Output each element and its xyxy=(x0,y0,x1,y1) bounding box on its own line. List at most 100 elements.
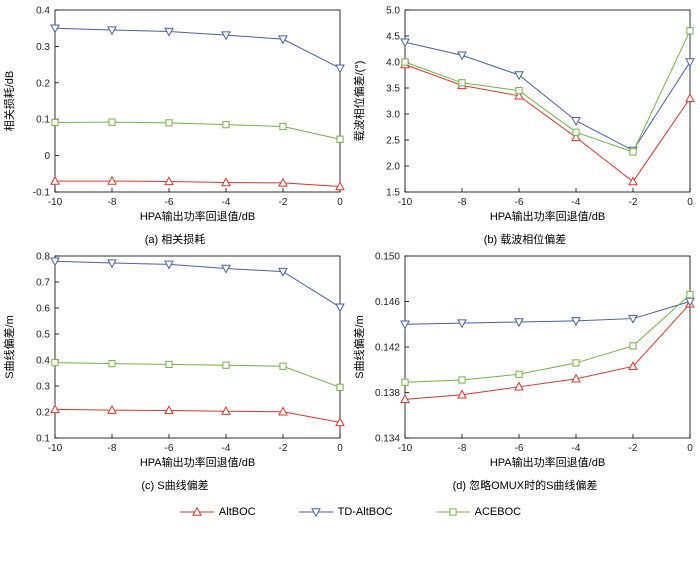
triangle-down-marker xyxy=(50,257,60,267)
subplot-c: 0.1 0.2 0.3 0.4 0.5 0.6 0.7 0.8 -10 -8 -6 -4 -2 0 S曲线偏… xyxy=(0,248,350,494)
triangle-up-marker xyxy=(50,175,60,185)
x-tick-label: -8 xyxy=(458,197,467,208)
y-axis-label: S曲线偏差/m xyxy=(2,315,16,379)
triangle-up-marker xyxy=(278,177,288,187)
series-TD-AltBOC-line xyxy=(54,260,341,308)
series-TD-AltBOC-line xyxy=(404,301,691,325)
x-tick-label: -2 xyxy=(279,197,288,208)
legend-item-ACEBOC: ACEBOC xyxy=(435,505,521,519)
legend-item-TD-AltBOC: TD-AltBOC xyxy=(298,505,393,519)
x-axis-label: HPA输出功率回退值/dB xyxy=(140,209,255,223)
x-axis-label: HPA输出功率回退值/dB xyxy=(490,209,605,223)
chart-c-svg: 0.1 0.2 0.3 0.4 0.5 0.6 0.7 0.8 -10 -8 -6 -4 -2 0 S曲线偏… xyxy=(2,252,345,469)
triangle-down-marker xyxy=(571,117,581,127)
y-tick-label: 0.142 xyxy=(375,343,400,354)
x-tick-label: -10 xyxy=(48,197,63,208)
triangle-down-marker xyxy=(335,303,345,313)
y-tick-label: 1.5 xyxy=(386,188,400,199)
series-ACEBOC-line xyxy=(54,121,341,140)
x-tick-label: -2 xyxy=(629,443,638,454)
triangle-up-marker xyxy=(164,176,174,186)
triangle-down-marker xyxy=(221,264,231,274)
x-axis-label: HPA输出功率回退值/dB xyxy=(490,455,605,469)
triangle-down-marker xyxy=(628,314,638,324)
square-marker xyxy=(686,27,694,35)
square-marker xyxy=(629,148,637,156)
series-AltBOC-line xyxy=(404,303,691,400)
triangle-up-marker xyxy=(685,93,695,103)
chart-b: 1.5 2.0 2.5 3.0 3.5 4.0 4.5 5.0 -10 -8 -6 -4 -2 0 载波相位… xyxy=(350,2,700,236)
square-marker xyxy=(165,360,173,369)
square-marker xyxy=(515,87,523,95)
triangle-down-marker xyxy=(400,320,410,330)
figure: -0.1 0 0.1 0.2 0.3 0.4 -10 -8 -6 -4 -2 0 相关损耗/dB HPA输… xyxy=(0,2,700,522)
triangle-up-marker xyxy=(400,394,410,404)
x-tick-label: 0 xyxy=(687,443,693,454)
y-tick-label: 0.1 xyxy=(36,115,50,126)
y-tick-label: 0.4 xyxy=(36,6,50,17)
y-tick-label: 0.1 xyxy=(36,434,50,445)
triangle-down-marker xyxy=(278,267,288,277)
triangle-up-marker xyxy=(221,177,231,187)
chart-d: 0.134 0.138 0.142 0.146 0.150 -10 -8 -6 -4 -2 0 S曲线… xyxy=(350,248,700,482)
triangle-down-marker xyxy=(514,318,524,328)
x-tick-label: -6 xyxy=(515,197,524,208)
x-tick-label: -6 xyxy=(165,197,174,208)
x-tick-label: 0 xyxy=(337,443,343,454)
x-tick-label: -4 xyxy=(572,443,581,454)
triangle-up-marker xyxy=(192,506,202,516)
square-marker xyxy=(336,383,344,391)
square-marker xyxy=(108,360,116,368)
y-tick-label: 2.0 xyxy=(386,162,400,173)
square-icon xyxy=(435,508,470,516)
legend: AltBOC TD-AltBOC ACEBOC xyxy=(0,502,700,522)
y-axis-label: S曲线偏差/m xyxy=(352,315,366,379)
triangle-down-marker xyxy=(457,319,467,329)
y-tick-label: 4.5 xyxy=(386,32,400,43)
triangle-down-marker xyxy=(107,259,117,269)
triangle-down-marker xyxy=(164,260,174,270)
y-tick-label: 2.5 xyxy=(386,136,400,147)
subplot-d: 0.134 0.138 0.142 0.146 0.150 -10 -8 -6 -4 -2 0 S曲线… xyxy=(350,248,700,494)
y-tick-label: 0.5 xyxy=(36,330,50,341)
triangle-up-marker xyxy=(514,90,524,100)
subplot-a-caption: (a) 相关损耗 xyxy=(144,234,206,246)
x-tick-label: -4 xyxy=(222,443,231,454)
triangle-down-marker xyxy=(107,26,117,36)
x-tick-label: -10 xyxy=(398,443,413,454)
series-ACEBOC-line xyxy=(54,362,341,388)
triangle-up-marker xyxy=(628,176,638,186)
triangle-down-marker xyxy=(514,71,524,81)
square-marker xyxy=(572,359,580,367)
subplot-grid: -0.1 0 0.1 0.2 0.3 0.4 -10 -8 -6 -4 -2 0 相关损耗/dB HPA输… xyxy=(0,2,700,494)
x-tick-label: -10 xyxy=(398,197,413,208)
square-marker xyxy=(458,376,466,384)
plot-frame xyxy=(54,9,341,193)
square-marker xyxy=(51,359,59,367)
triangle-up-marker xyxy=(571,132,581,142)
chart-b-svg: 1.5 2.0 2.5 3.0 3.5 4.0 4.5 5.0 -10 -8 -6 -4 -2 0 载波相位… xyxy=(352,6,695,223)
y-axis-label: 载波相位偏差/(°) xyxy=(352,61,366,142)
square-marker xyxy=(279,122,287,131)
x-tick-label: -4 xyxy=(572,197,581,208)
triangle-down-marker xyxy=(50,24,60,34)
chart-d-svg: 0.134 0.138 0.142 0.146 0.150 -10 -8 -6 -4 -2 0 S曲线… xyxy=(352,252,695,469)
square-marker xyxy=(108,118,116,126)
triangle-up-icon xyxy=(179,506,214,516)
y-tick-label: 0.134 xyxy=(375,434,400,445)
y-axis-label: 相关损耗/dB xyxy=(2,71,16,132)
series-AltBOC-line xyxy=(54,408,341,423)
square-marker xyxy=(51,118,59,127)
series-TD-AltBOC-line xyxy=(404,41,691,152)
x-tick-label: -10 xyxy=(48,443,63,454)
legend-item-AltBOC: AltBOC xyxy=(179,505,256,519)
square-marker xyxy=(572,128,580,136)
y-tick-label: 0.6 xyxy=(36,304,50,315)
triangle-down-marker xyxy=(400,38,410,48)
y-tick-label: -0.1 xyxy=(33,188,51,199)
triangle-up-marker xyxy=(514,381,524,391)
triangle-down-marker xyxy=(310,508,321,518)
x-tick-label: -8 xyxy=(458,443,467,454)
triangle-up-marker xyxy=(335,417,345,427)
square-marker xyxy=(165,119,173,127)
